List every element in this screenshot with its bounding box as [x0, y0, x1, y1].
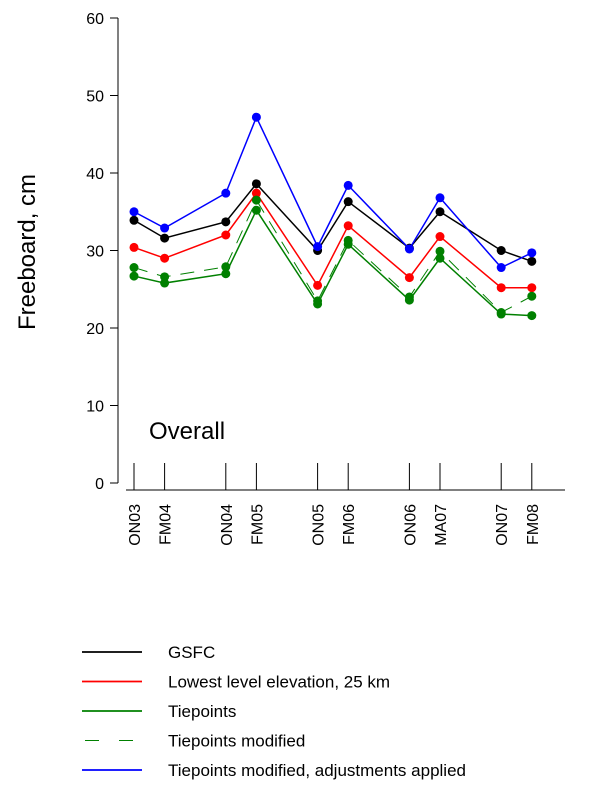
data-point	[435, 232, 445, 242]
data-point	[496, 246, 506, 255]
x-tick-label: ON03	[127, 504, 144, 546]
x-tick-label: MA07	[433, 504, 450, 546]
data-point	[251, 179, 261, 189]
axes: 0 10 20 30 40 50 60 ON03 FM04 ON04 FM05 ON05 FM06 ON0…	[86, 11, 565, 546]
data-point	[251, 195, 261, 205]
data-point	[404, 273, 414, 283]
series-line	[133, 115, 533, 269]
series-tiepoints	[129, 205, 537, 321]
data-point	[343, 197, 353, 207]
data-point	[343, 221, 353, 231]
data-point	[160, 272, 170, 282]
data-point	[129, 271, 139, 281]
data-point	[251, 112, 261, 122]
data-point	[221, 230, 231, 240]
y-tick-label: 10	[86, 399, 104, 416]
data-point	[527, 248, 537, 258]
data-point	[496, 308, 506, 317]
data-point	[129, 242, 139, 252]
legend-label: Tiepoints modified	[168, 732, 305, 751]
data-point	[221, 269, 231, 279]
data-point	[527, 291, 537, 301]
data-point	[221, 262, 231, 272]
data-point	[313, 242, 323, 252]
series-line	[133, 208, 532, 317]
y-tick-label: 30	[86, 244, 104, 261]
series-line	[133, 199, 533, 314]
data-point	[404, 244, 414, 254]
legend-item: GSFC	[82, 643, 215, 662]
data-point	[435, 246, 445, 256]
data-point	[496, 283, 506, 293]
data-point	[129, 215, 139, 225]
data-point	[129, 263, 139, 273]
legend-label: Tiepoints modified, adjustments applied	[168, 761, 466, 780]
data-point	[251, 205, 261, 215]
series-layer	[129, 112, 537, 321]
y-axis-label: Freeboard, cm	[14, 174, 41, 330]
y-tick-label: 0	[95, 476, 104, 493]
x-tick-label: FM05	[249, 504, 266, 545]
series-line	[133, 182, 533, 263]
data-point	[404, 292, 414, 302]
data-point	[313, 296, 323, 306]
data-point	[435, 207, 445, 217]
x-tick-label: FM06	[341, 504, 358, 545]
y-tick-label: 50	[86, 89, 104, 106]
data-point	[221, 217, 231, 227]
x-tick-label: ON05	[311, 504, 328, 546]
data-point	[496, 263, 506, 273]
legend-label: Tiepoints	[168, 702, 236, 721]
legend-label: GSFC	[168, 643, 215, 662]
data-point	[343, 235, 353, 245]
legend-label: Lowest level elevation, 25 km	[168, 673, 390, 692]
data-point	[251, 188, 261, 198]
data-point	[527, 256, 537, 266]
data-point	[527, 283, 537, 293]
series-gsfc	[129, 179, 537, 266]
data-point	[313, 280, 323, 290]
data-point	[129, 207, 139, 217]
legend-item: Tiepoints modified	[85, 732, 305, 751]
data-point	[435, 193, 445, 203]
chart-annotation: Overall	[149, 418, 225, 445]
series-line	[133, 191, 532, 289]
data-point	[160, 253, 170, 263]
series-lowest-level-elevation-25-km	[129, 188, 537, 293]
data-point	[221, 188, 231, 198]
legend: GSFC Lowest level elevation, 25 km Tiepoin…	[82, 643, 466, 780]
legend-item: Tiepoints	[82, 702, 236, 721]
y-tick-label: 20	[86, 321, 104, 338]
x-tick-label: ON04	[219, 504, 236, 546]
data-point	[160, 278, 170, 288]
y-tick-label: 60	[86, 11, 104, 28]
data-point	[435, 253, 445, 263]
x-tick-label: ON06	[402, 504, 419, 546]
data-point	[527, 311, 537, 321]
data-point	[160, 233, 170, 243]
x-tick-label: ON07	[494, 504, 511, 546]
x-tick-label: FM04	[158, 504, 175, 545]
series-tiepoints-modified-adjustments-applied	[129, 112, 537, 273]
legend-item: Lowest level elevation, 25 km	[82, 673, 390, 692]
data-point	[343, 180, 353, 190]
data-point	[160, 223, 170, 233]
series-tiepoints-modified	[129, 195, 537, 317]
legend-item: Tiepoints modified, adjustments applied	[82, 761, 466, 780]
y-tick-label: 40	[86, 166, 104, 183]
x-tick-label: FM08	[525, 504, 542, 545]
